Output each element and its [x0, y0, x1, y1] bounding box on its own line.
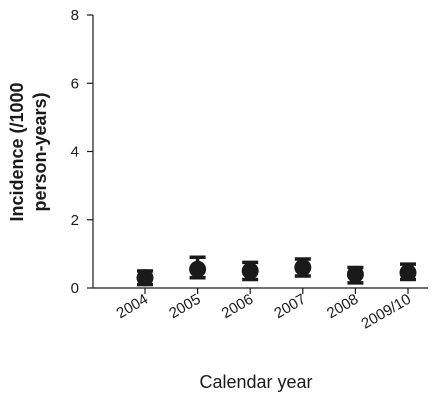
y-tick-label: 4 [71, 144, 79, 161]
data-point [189, 260, 207, 278]
x-tick-label: 2005 [166, 291, 203, 322]
y-tick-label: 8 [71, 7, 79, 24]
x-tick-label: 2008 [324, 291, 361, 322]
y-axis-title-line-2: person-years) [30, 92, 50, 211]
y-tick-label: 0 [71, 280, 79, 297]
data-point [294, 259, 312, 277]
x-axis-title: Calendar year [199, 372, 312, 392]
y-axis-title-line-1: Incidence (/1000 [7, 82, 27, 221]
x-tick-label: 2009/10 [359, 291, 414, 333]
data-point [346, 265, 364, 283]
x-tick-label: 2004 [114, 291, 151, 322]
data-point [399, 264, 417, 282]
y-axis-title: Incidence (/1000 person-years) [7, 82, 50, 221]
y-tick-label: 6 [71, 75, 79, 92]
data-point [136, 269, 154, 287]
data-point [241, 262, 259, 280]
data-marks [136, 255, 417, 287]
y-axis-ticks: 0 2 4 6 8 [71, 7, 93, 297]
x-tick-label: 2006 [219, 291, 256, 322]
x-tick-label: 2007 [271, 291, 308, 322]
y-tick-label: 2 [71, 212, 79, 229]
